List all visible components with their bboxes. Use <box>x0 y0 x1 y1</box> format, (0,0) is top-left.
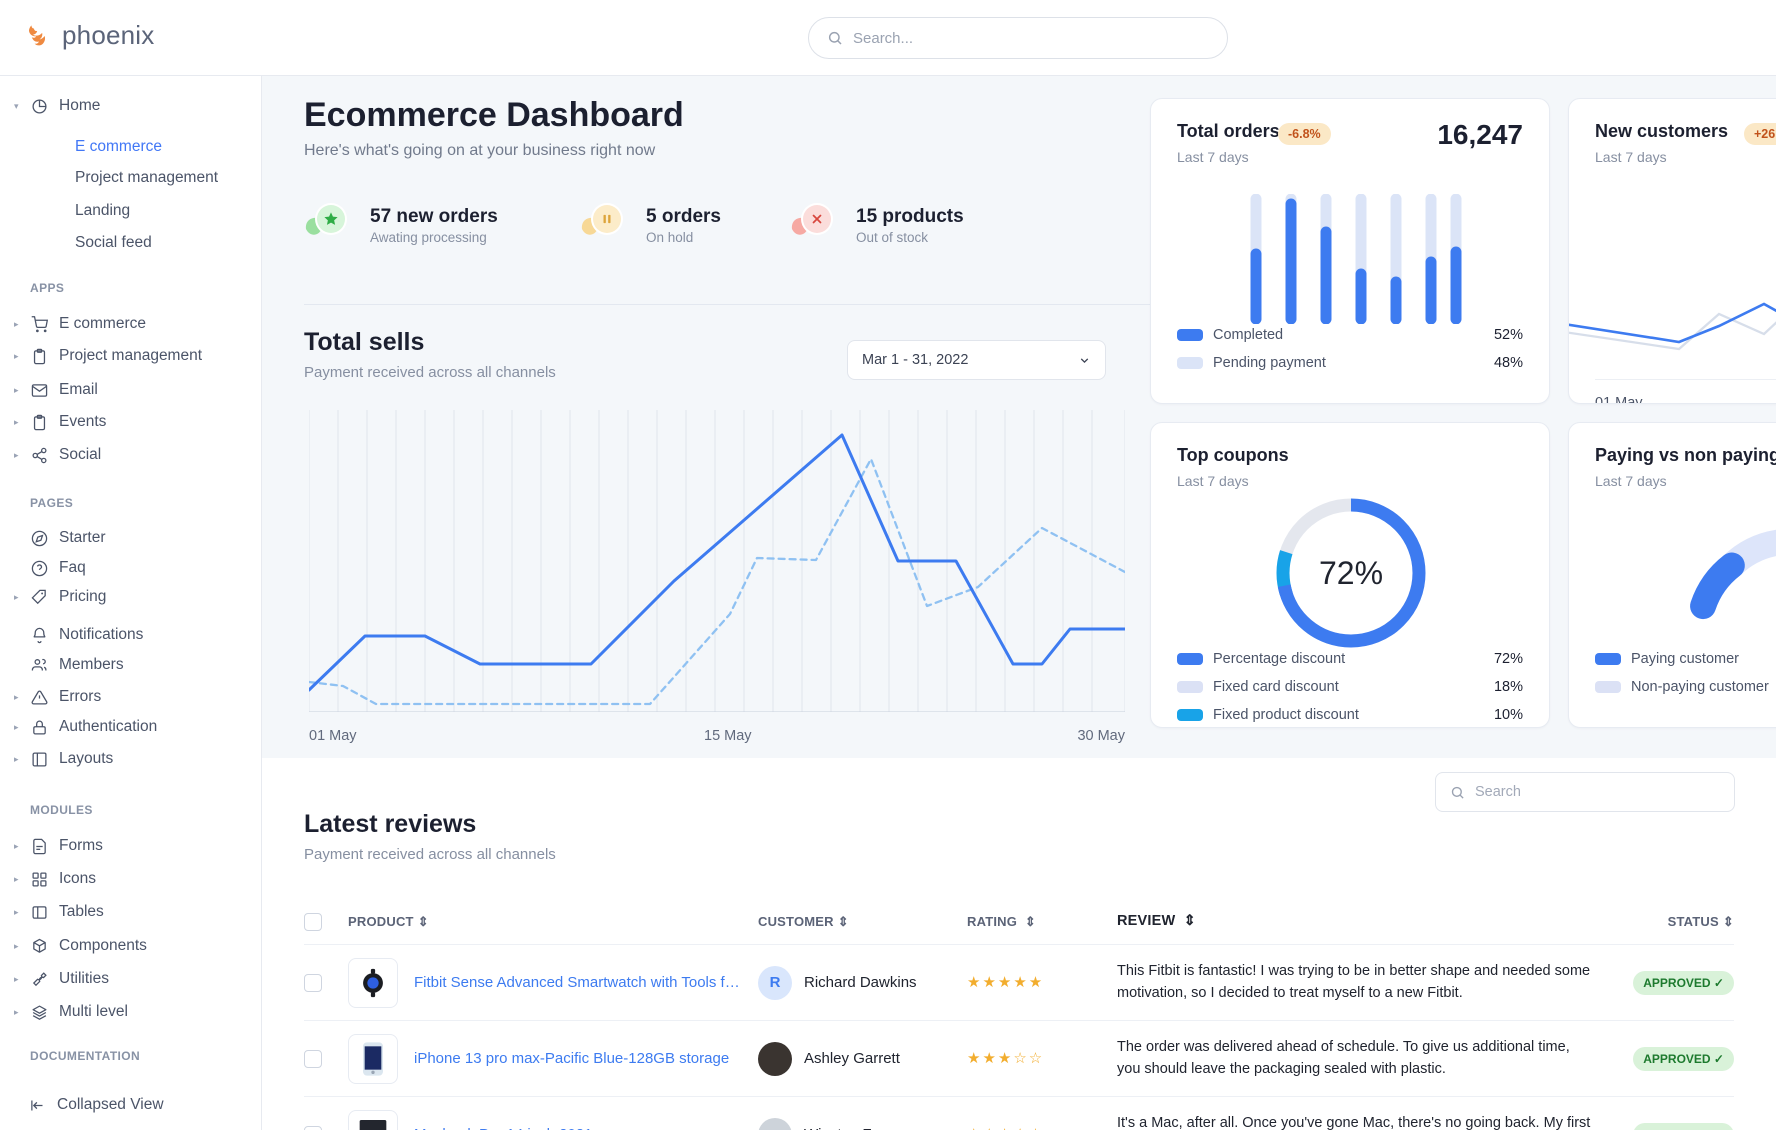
svg-text:72%: 72% <box>1319 555 1383 591</box>
